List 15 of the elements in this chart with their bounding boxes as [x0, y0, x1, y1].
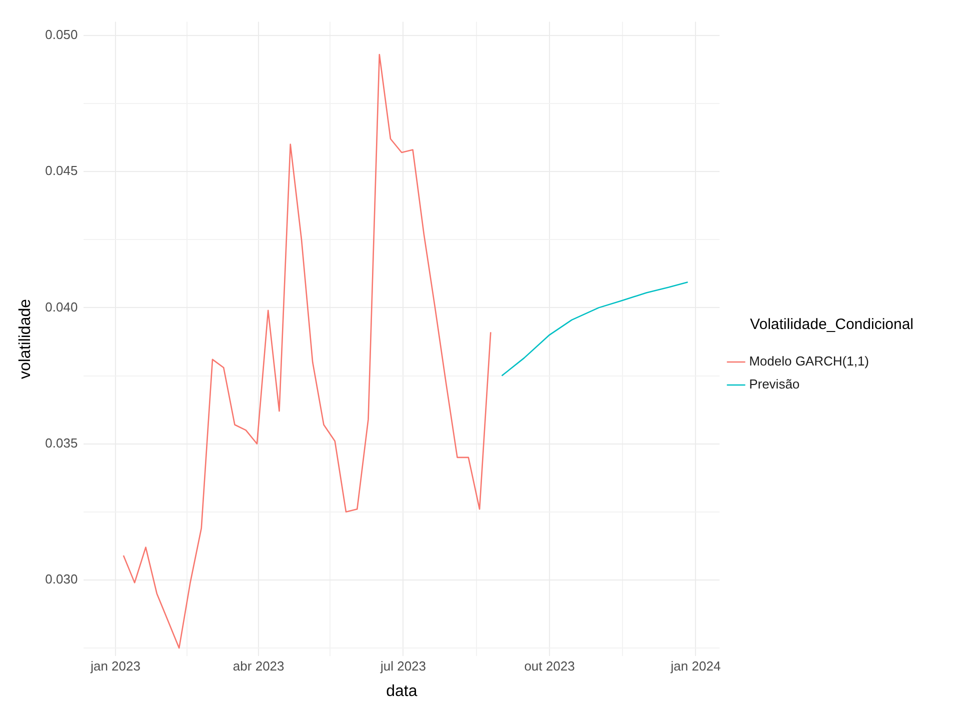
x-tick-label: jul 2023: [379, 658, 426, 674]
x-tick-label: out 2023: [524, 658, 575, 674]
y-tick-label: 0.035: [45, 435, 78, 450]
legend-title: Volatilidade_Condicional: [750, 316, 914, 334]
x-axis-title: data: [386, 682, 418, 700]
y-tick-label: 0.040: [45, 299, 78, 314]
x-tick-label: jan 2024: [670, 658, 721, 674]
x-tick-label: jan 2023: [90, 658, 140, 674]
y-axis-title: volatilidade: [17, 298, 34, 380]
y-tick-label: 0.050: [45, 26, 78, 42]
legend-label: Modelo GARCH(1,1): [749, 354, 934, 369]
x-tick-label: abr 2023: [232, 658, 284, 674]
y-tick-label: 0.045: [45, 163, 78, 178]
y-tick-label: 0.030: [45, 572, 78, 587]
legend-label: Previsão: [749, 376, 865, 392]
